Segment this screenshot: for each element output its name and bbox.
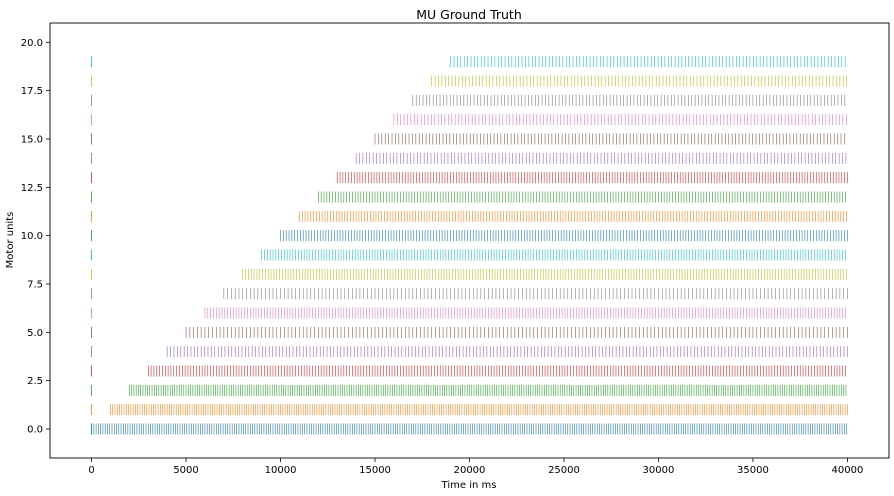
- x-axis-label: Time in ms: [441, 480, 497, 491]
- spike-train-unit-14: [91, 152, 847, 164]
- y-tick-label: 5.0: [27, 328, 43, 339]
- y-tick-label: 15.0: [21, 135, 43, 146]
- spike-train-unit-11: [91, 210, 847, 222]
- y-tick-label: 10.0: [21, 231, 43, 242]
- spike-train-unit-16: [91, 114, 847, 126]
- spike-train-unit-1: [91, 404, 848, 416]
- spike-train-unit-12: [91, 191, 846, 203]
- x-tick-label: 15000: [359, 465, 391, 476]
- x-tick-label: 5000: [173, 465, 198, 476]
- y-axis-label: Motor units: [5, 212, 16, 269]
- spike-train-unit-6: [91, 307, 846, 319]
- y-tick-label: 0.0: [27, 425, 43, 436]
- y-tick-label: 17.5: [21, 86, 43, 97]
- y-tick-label: 12.5: [21, 183, 43, 194]
- x-tick-label: 25000: [548, 465, 580, 476]
- spike-train-unit-18: [91, 75, 847, 87]
- x-tick-label: 20000: [454, 465, 486, 476]
- spike-train-unit-3: [91, 365, 846, 377]
- y-tick-label: 2.5: [27, 376, 43, 387]
- spike-train-unit-4: [91, 346, 848, 358]
- x-axis-ticks: 0 5000 10000 15000 20000 25000 30000 35000 40000: [88, 458, 863, 476]
- spike-train-unit-0: [91, 423, 847, 435]
- spike-marks: [91, 56, 848, 435]
- spike-train-unit-19: [91, 56, 846, 68]
- spike-train-unit-8: [91, 268, 847, 280]
- spike-train-unit-2: [91, 384, 847, 396]
- spike-train-unit-9: [91, 249, 846, 261]
- spike-train-unit-13: [91, 172, 848, 184]
- spike-train-unit-5: [91, 326, 848, 338]
- spike-train-unit-7: [91, 288, 848, 300]
- chart-title: MU Ground Truth: [416, 7, 522, 22]
- y-tick-label: 7.5: [27, 280, 43, 291]
- x-tick-label: 40000: [832, 465, 864, 476]
- x-tick-label: 35000: [737, 465, 769, 476]
- spike-train-unit-15: [91, 133, 845, 145]
- spike-train-unit-17: [91, 94, 846, 106]
- y-axis-ticks: 0.0 2.5 5.0 7.5 10.0 12.5 15.0 17.5 20.0: [21, 38, 50, 436]
- x-tick-label: 0: [88, 465, 94, 476]
- x-tick-label: 30000: [643, 465, 675, 476]
- x-tick-label: 10000: [265, 465, 297, 476]
- spike-train-unit-10: [91, 230, 848, 242]
- y-tick-label: 20.0: [21, 38, 43, 49]
